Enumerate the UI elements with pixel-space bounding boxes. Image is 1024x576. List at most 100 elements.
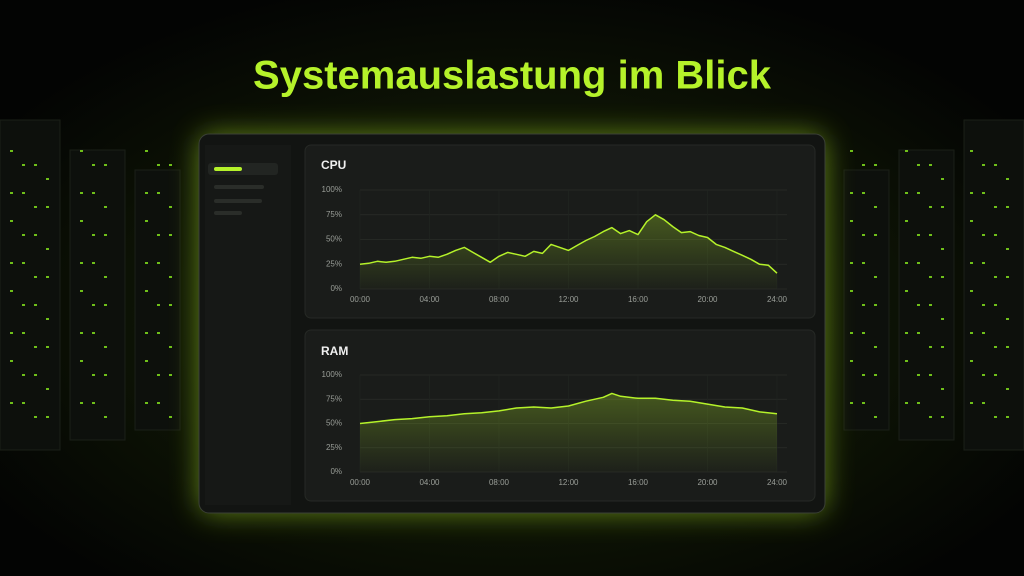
- rack-light: [982, 192, 985, 194]
- rack-light: [157, 402, 160, 404]
- rack-light: [46, 178, 49, 180]
- rack-light: [104, 276, 107, 278]
- rack-light: [169, 416, 172, 418]
- rack-light: [10, 192, 13, 194]
- rack-light: [850, 220, 853, 222]
- line: [359, 214, 778, 274]
- rack-light: [80, 402, 83, 404]
- x-tick-label: 12:00: [558, 478, 579, 487]
- rack-light: [874, 416, 877, 418]
- rack-light: [941, 416, 944, 418]
- rack-light: [46, 206, 49, 208]
- rack-light: [1006, 346, 1009, 348]
- rack-light: [1006, 388, 1009, 390]
- rack-light: [994, 164, 997, 166]
- rack-lights: [10, 150, 1009, 418]
- rack-light: [80, 220, 83, 222]
- rack-light: [929, 206, 932, 208]
- rack-light: [970, 150, 973, 152]
- rack-light: [917, 374, 920, 376]
- rack-light: [874, 206, 877, 208]
- rack-light: [169, 304, 172, 306]
- y-tick-label: 100%: [322, 185, 342, 194]
- rack-light: [905, 332, 908, 334]
- x-tick-label: 16:00: [628, 478, 649, 487]
- rack-light: [1006, 178, 1009, 180]
- rack-light: [850, 332, 853, 334]
- rack-light: [994, 346, 997, 348]
- rack-light: [917, 234, 920, 236]
- rack-light: [994, 234, 997, 236]
- rack-light: [10, 360, 13, 362]
- rack-light: [1006, 318, 1009, 320]
- rack-light: [169, 164, 172, 166]
- rack-light: [929, 276, 932, 278]
- rack-light: [850, 360, 853, 362]
- sidebar-item[interactable]: [214, 185, 264, 189]
- x-tick-label: 00:00: [350, 295, 371, 304]
- rack-light: [917, 402, 920, 404]
- rack-light: [929, 374, 932, 376]
- rack-light: [169, 374, 172, 376]
- rack-light: [22, 192, 25, 194]
- rack-light: [145, 402, 148, 404]
- rack-light: [46, 248, 49, 250]
- rack-light: [982, 402, 985, 404]
- rack-light: [80, 150, 83, 152]
- rack-light: [905, 150, 908, 152]
- rack-light: [941, 318, 944, 320]
- rack-light: [905, 360, 908, 362]
- rack-light: [80, 332, 83, 334]
- rack-light: [929, 304, 932, 306]
- rack-light: [970, 360, 973, 362]
- rack-light: [157, 262, 160, 264]
- rack-light: [92, 304, 95, 306]
- rack-light: [10, 290, 13, 292]
- sidebar-item[interactable]: [214, 211, 242, 215]
- rack-light: [994, 304, 997, 306]
- rack-light: [982, 304, 985, 306]
- rack-light: [34, 234, 37, 236]
- rack-light: [34, 416, 37, 418]
- rack-light: [982, 332, 985, 334]
- rack-light: [104, 164, 107, 166]
- rack-light: [874, 234, 877, 236]
- rack-light: [941, 248, 944, 250]
- rack-light: [917, 192, 920, 194]
- rack-light: [874, 164, 877, 166]
- rack-light: [917, 164, 920, 166]
- rack-light: [157, 192, 160, 194]
- rack-light: [22, 332, 25, 334]
- rack-light: [1006, 416, 1009, 418]
- sidebar-item[interactable]: [214, 199, 262, 203]
- rack-light: [862, 304, 865, 306]
- rack-light: [92, 164, 95, 166]
- rack-light: [145, 150, 148, 152]
- rack-light: [929, 416, 932, 418]
- rack-light: [941, 276, 944, 278]
- rack-light: [941, 346, 944, 348]
- rack-light: [994, 374, 997, 376]
- rack-light: [34, 304, 37, 306]
- rack-light: [157, 332, 160, 334]
- rack-light: [905, 402, 908, 404]
- rack-light: [10, 332, 13, 334]
- x-tick-label: 20:00: [697, 295, 718, 304]
- rack-light: [157, 304, 160, 306]
- rack-light: [917, 262, 920, 264]
- rack-light: [850, 192, 853, 194]
- rack-light: [905, 192, 908, 194]
- rack-light: [917, 332, 920, 334]
- rack-light: [850, 402, 853, 404]
- rack-light: [80, 262, 83, 264]
- rack-light: [104, 206, 107, 208]
- rack-light: [941, 206, 944, 208]
- sidebar-active-item[interactable]: [208, 163, 278, 175]
- rack-light: [982, 262, 985, 264]
- rack-light: [157, 234, 160, 236]
- rack-light: [874, 374, 877, 376]
- rack-light: [850, 150, 853, 152]
- x-tick-label: 08:00: [489, 295, 510, 304]
- y-tick-label: 100%: [322, 370, 342, 379]
